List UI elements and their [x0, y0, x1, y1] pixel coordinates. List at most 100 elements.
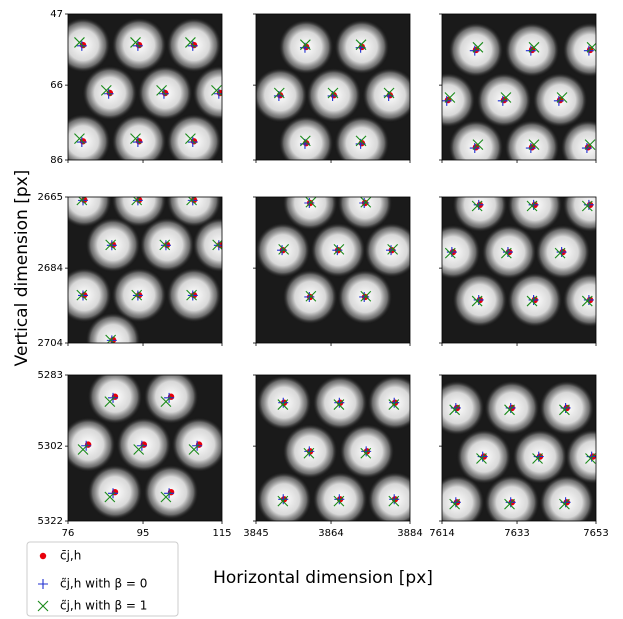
marker-cross: [185, 133, 196, 145]
x-tick-label: 3845: [243, 528, 268, 539]
marker-dot: [302, 43, 310, 51]
marker-plus: [304, 446, 315, 457]
marker-plus: [359, 197, 370, 208]
marker-plus: [334, 397, 345, 408]
marker-cross: [584, 139, 596, 151]
marker-cross: [130, 37, 141, 48]
marker-plus: [332, 245, 343, 256]
legend-box: [26, 541, 179, 617]
marker-cross: [185, 37, 196, 48]
marker-cross: [388, 399, 400, 410]
x-tick-label: 3884: [397, 528, 422, 539]
marker-dot: [161, 89, 169, 97]
panel-frame: [67, 13, 223, 161]
marker-cross: [500, 92, 512, 103]
marker-cross: [504, 404, 515, 416]
marker-plus: [213, 240, 222, 251]
marker-cross: [360, 197, 372, 208]
marker-cross: [186, 289, 197, 301]
marker-cross: [299, 135, 311, 147]
marker-cross: [160, 396, 172, 407]
marker-plus: [334, 494, 345, 505]
marker-cross: [387, 244, 399, 255]
marker-cross: [156, 84, 167, 96]
marker-plus: [76, 40, 87, 51]
marker-cross: [188, 444, 200, 455]
panel: [442, 375, 596, 521]
marker-cross: [212, 239, 222, 251]
y-tick-label: 2665: [38, 192, 63, 203]
blob: [282, 197, 339, 231]
marker-dot: [276, 92, 284, 99]
panel: [256, 197, 410, 343]
blob: [111, 113, 168, 160]
marker-cross: [277, 399, 289, 410]
marker-cross: [586, 41, 596, 53]
blob: [562, 21, 596, 78]
blob: [68, 416, 117, 473]
marker-cross: [476, 453, 487, 464]
marker-cross: [333, 244, 345, 255]
marker-cross: [581, 295, 593, 307]
y-tick-label: 5283: [38, 370, 63, 381]
marker-dot: [386, 92, 394, 99]
blob: [504, 119, 561, 160]
marker-cross: [581, 200, 593, 212]
marker-cross: [528, 41, 540, 53]
marker-dot: [79, 41, 87, 49]
marker-cross: [76, 197, 88, 206]
x-tick-label: 7614: [429, 528, 454, 539]
marker-cross: [526, 295, 538, 307]
marker-cross: [74, 37, 85, 48]
marker-dot: [330, 92, 337, 99]
marker-plus: [359, 291, 370, 302]
marker-cross: [559, 498, 570, 510]
marker-plus: [132, 40, 143, 51]
marker-cross: [504, 498, 515, 510]
blob: [562, 271, 596, 328]
marker-cross: [327, 87, 339, 99]
marker-plus: [106, 335, 117, 343]
marker-cross: [500, 247, 512, 259]
marker-cross: [186, 197, 197, 206]
marker-cross: [299, 39, 311, 51]
marker-plus: [76, 137, 87, 148]
marker-cross: [554, 247, 566, 259]
blob: [278, 115, 335, 160]
marker-cross: [305, 290, 317, 302]
marker-cross: [449, 498, 461, 510]
x-tick-label: 95: [137, 528, 150, 539]
marker-cross: [76, 289, 88, 301]
x-tick-label: 7653: [583, 528, 608, 539]
marker-cross: [360, 290, 372, 302]
panel-frame: [67, 196, 223, 344]
y-tick-label: 2684: [38, 263, 63, 274]
x-tick-label: 115: [212, 528, 231, 539]
marker-plus: [160, 240, 171, 251]
marker-cross: [131, 197, 143, 206]
marker-cross: [273, 87, 285, 99]
panel: [256, 375, 410, 521]
marker-plus: [132, 137, 143, 148]
y-axis-label: Vertical dimension [px]: [12, 170, 32, 367]
panel-frame: [441, 13, 597, 161]
legend-entry: c̃j,h with β = 0: [38, 577, 147, 591]
marker-dot: [358, 139, 366, 147]
marker-cross: [383, 87, 395, 99]
marker-cross: [211, 84, 222, 96]
marker-plus: [277, 245, 288, 256]
marker-plus: [187, 40, 198, 51]
blob: [442, 379, 485, 436]
blob: [68, 267, 113, 324]
marker-cross: [585, 453, 596, 464]
blob: [85, 312, 142, 343]
panel: [68, 14, 222, 160]
blob: [506, 197, 563, 233]
panel-frame: [255, 196, 411, 344]
marker-plus: [304, 197, 315, 208]
marker-plus: [213, 88, 222, 99]
panel: [256, 14, 410, 160]
marker-dot: [79, 138, 87, 145]
marker-cross: [472, 41, 484, 53]
marker-cross: [278, 244, 290, 255]
